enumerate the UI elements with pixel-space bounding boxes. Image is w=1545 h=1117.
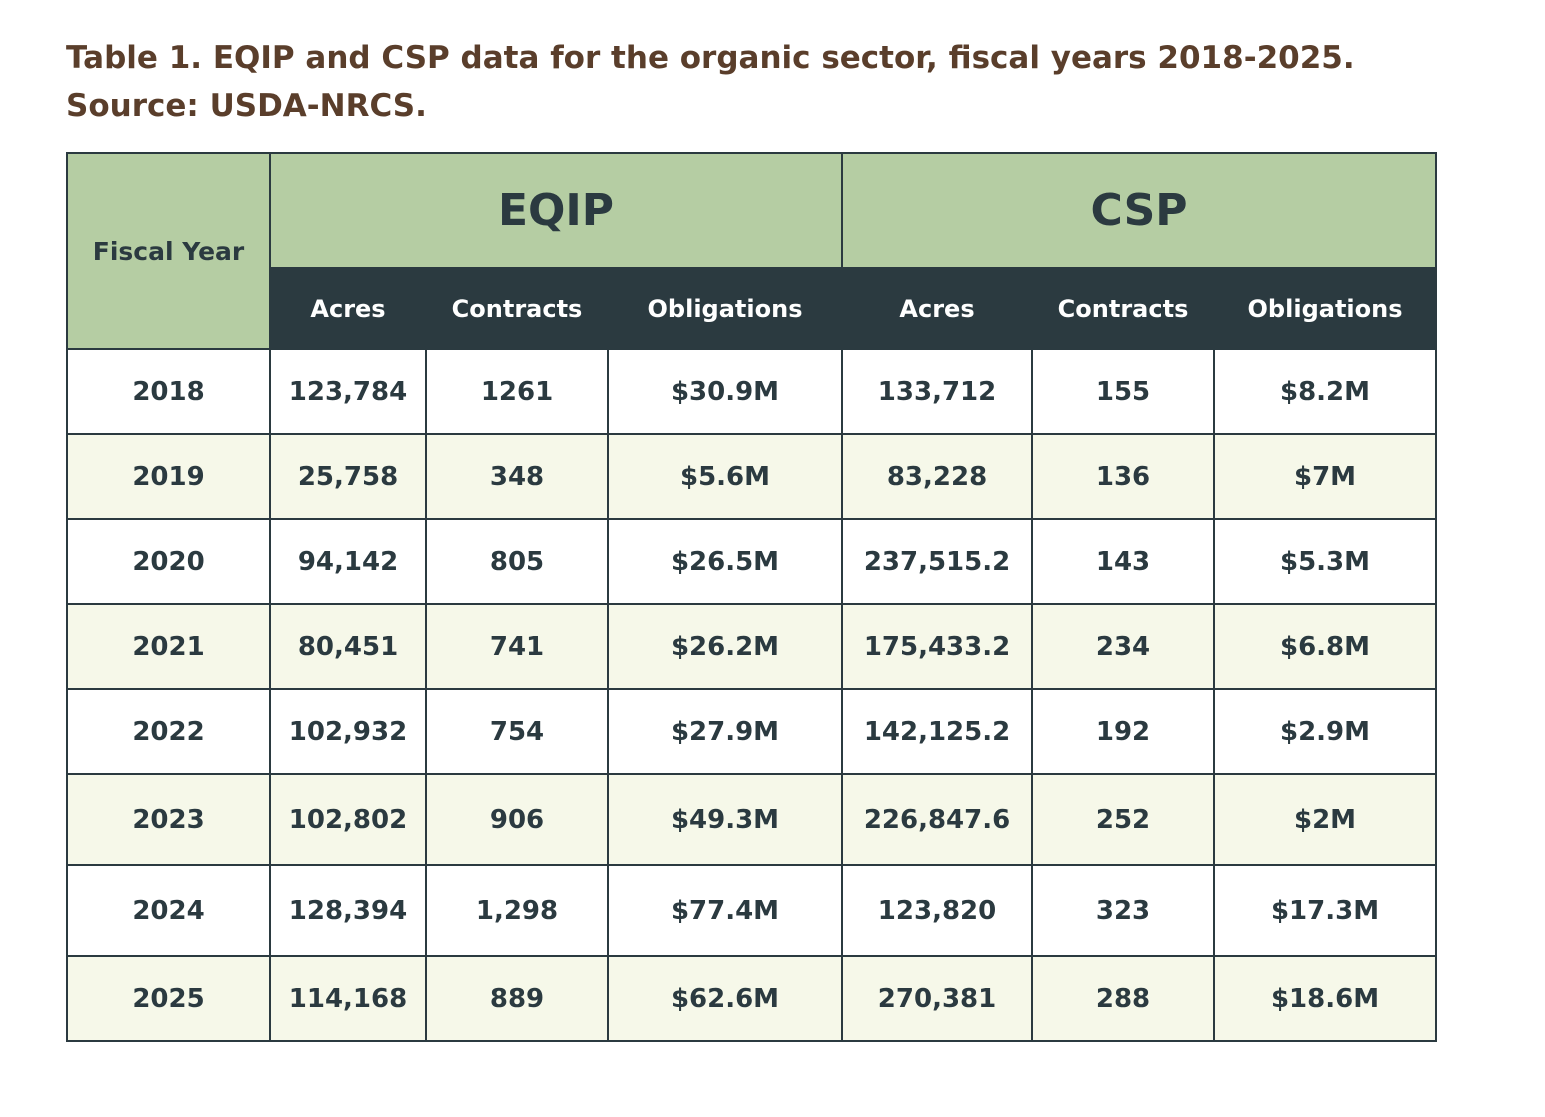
eqip-obligations-cell: $27.9M (606, 688, 844, 775)
sub-header-row: Acres Contracts Obligations Acres Contra… (67, 267, 1438, 350)
csp-obligations-cell: $2.9M (1213, 688, 1438, 775)
eqip-acres-header: Acres (269, 267, 427, 350)
eqip-acres-cell: 80,451 (269, 603, 427, 690)
table-row: 2020 94,142 805 $26.5M 237,515.2 143 $5.… (66, 518, 1438, 605)
csp-obligations-cell: $7M (1213, 433, 1438, 520)
eqip-obligations-cell: $26.2M (606, 603, 844, 690)
eqip-obligations-cell: $5.6M (606, 433, 844, 520)
csp-contracts-cell: 155 (1031, 348, 1216, 435)
csp-contracts-cell: 288 (1031, 955, 1216, 1042)
eqip-acres-cell: 128,394 (269, 864, 427, 957)
csp-obligations-cell: $6.8M (1213, 603, 1438, 690)
eqip-contracts-cell: 1261 (425, 348, 609, 435)
fiscal-year-cell: 2024 (66, 864, 271, 957)
csp-acres-cell: 123,820 (841, 864, 1034, 957)
csp-obligations-cell: $8.2M (1213, 348, 1438, 435)
csp-contracts-cell: 143 (1031, 518, 1216, 605)
caption-title: Table 1. EQIP and CSP data for the organ… (66, 40, 1355, 76)
csp-header: CSP (841, 152, 1438, 269)
fiscal-year-cell: 2023 (66, 773, 271, 866)
csp-acres-cell: 226,847.6 (841, 773, 1034, 866)
table-row: 2023 102,802 906 $49.3M 226,847.6 252 $2… (66, 773, 1438, 866)
eqip-obligations-cell: $77.4M (606, 864, 844, 957)
eqip-obligations-header: Obligations (606, 267, 844, 350)
table-row: 2019 25,758 348 $5.6M 83,228 136 $7M (66, 433, 1438, 520)
csp-obligations-header: Obligations (1213, 267, 1438, 350)
eqip-contracts-cell: 754 (425, 688, 609, 775)
group-header-row: Fiscal Year EQIP CSP (66, 152, 1438, 350)
csp-contracts-cell: 234 (1031, 603, 1216, 690)
csp-acres-cell: 83,228 (841, 433, 1034, 520)
csp-acres-cell: 142,125.2 (841, 688, 1034, 775)
eqip-contracts-cell: 805 (425, 518, 609, 605)
csp-contracts-cell: 252 (1031, 773, 1216, 866)
table-row: 2018 123,784 1261 $30.9M 133,712 155 $8.… (66, 348, 1438, 435)
csp-contracts-header: Contracts (1031, 267, 1216, 350)
eqip-contracts-cell: 741 (425, 603, 609, 690)
fiscal-year-cell: 2025 (66, 955, 271, 1042)
csp-contracts-cell: 136 (1031, 433, 1216, 520)
fiscal-year-cell: 2020 (66, 518, 271, 605)
csp-contracts-cell: 192 (1031, 688, 1216, 775)
eqip-acres-cell: 102,802 (269, 773, 427, 866)
csp-obligations-cell: $18.6M (1213, 955, 1438, 1042)
table-row: 2024 128,394 1,298 $77.4M 123,820 323 $1… (66, 864, 1438, 957)
csp-acres-cell: 270,381 (841, 955, 1034, 1042)
eqip-contracts-cell: 348 (425, 433, 609, 520)
eqip-contracts-cell: 1,298 (425, 864, 609, 957)
table-caption: Table 1. EQIP and CSP data for the organ… (66, 34, 1486, 130)
eqip-obligations-cell: $30.9M (606, 348, 844, 435)
eqip-header: EQIP (268, 152, 844, 269)
csp-acres-cell: 237,515.2 (841, 518, 1034, 605)
csp-acres-cell: 133,712 (841, 348, 1034, 435)
eqip-obligations-cell: $26.5M (606, 518, 844, 605)
eqip-acres-cell: 94,142 (269, 518, 427, 605)
csp-contracts-cell: 323 (1031, 864, 1216, 957)
fiscal-year-cell: 2022 (66, 688, 271, 775)
fiscal-year-cell: 2021 (66, 603, 271, 690)
data-table: Fiscal Year EQIP CSP Acres Contracts Obl… (66, 152, 1438, 1042)
eqip-contracts-header: Contracts (425, 267, 609, 350)
csp-acres-header: Acres (841, 267, 1034, 350)
csp-acres-cell: 175,433.2 (841, 603, 1034, 690)
csp-obligations-cell: $5.3M (1213, 518, 1438, 605)
eqip-contracts-cell: 889 (425, 955, 609, 1042)
eqip-acres-cell: 102,932 (269, 688, 427, 775)
table-row: 2022 102,932 754 $27.9M 142,125.2 192 $2… (66, 688, 1438, 775)
csp-obligations-cell: $2M (1213, 773, 1438, 866)
eqip-obligations-cell: $49.3M (606, 773, 844, 866)
fiscal-year-cell: 2019 (66, 433, 271, 520)
eqip-obligations-cell: $62.6M (606, 955, 844, 1042)
caption-source: Source: USDA-NRCS. (66, 88, 427, 124)
fiscal-year-cell: 2018 (66, 348, 271, 435)
eqip-acres-cell: 123,784 (269, 348, 427, 435)
eqip-contracts-cell: 906 (425, 773, 609, 866)
csp-obligations-cell: $17.3M (1213, 864, 1438, 957)
fiscal-year-header: Fiscal Year (66, 152, 271, 350)
table-row: 2021 80,451 741 $26.2M 175,433.2 234 $6.… (66, 603, 1438, 690)
eqip-acres-cell: 25,758 (269, 433, 427, 520)
table-row: 2025 114,168 889 $62.6M 270,381 288 $18.… (66, 955, 1438, 1042)
eqip-acres-cell: 114,168 (269, 955, 427, 1042)
